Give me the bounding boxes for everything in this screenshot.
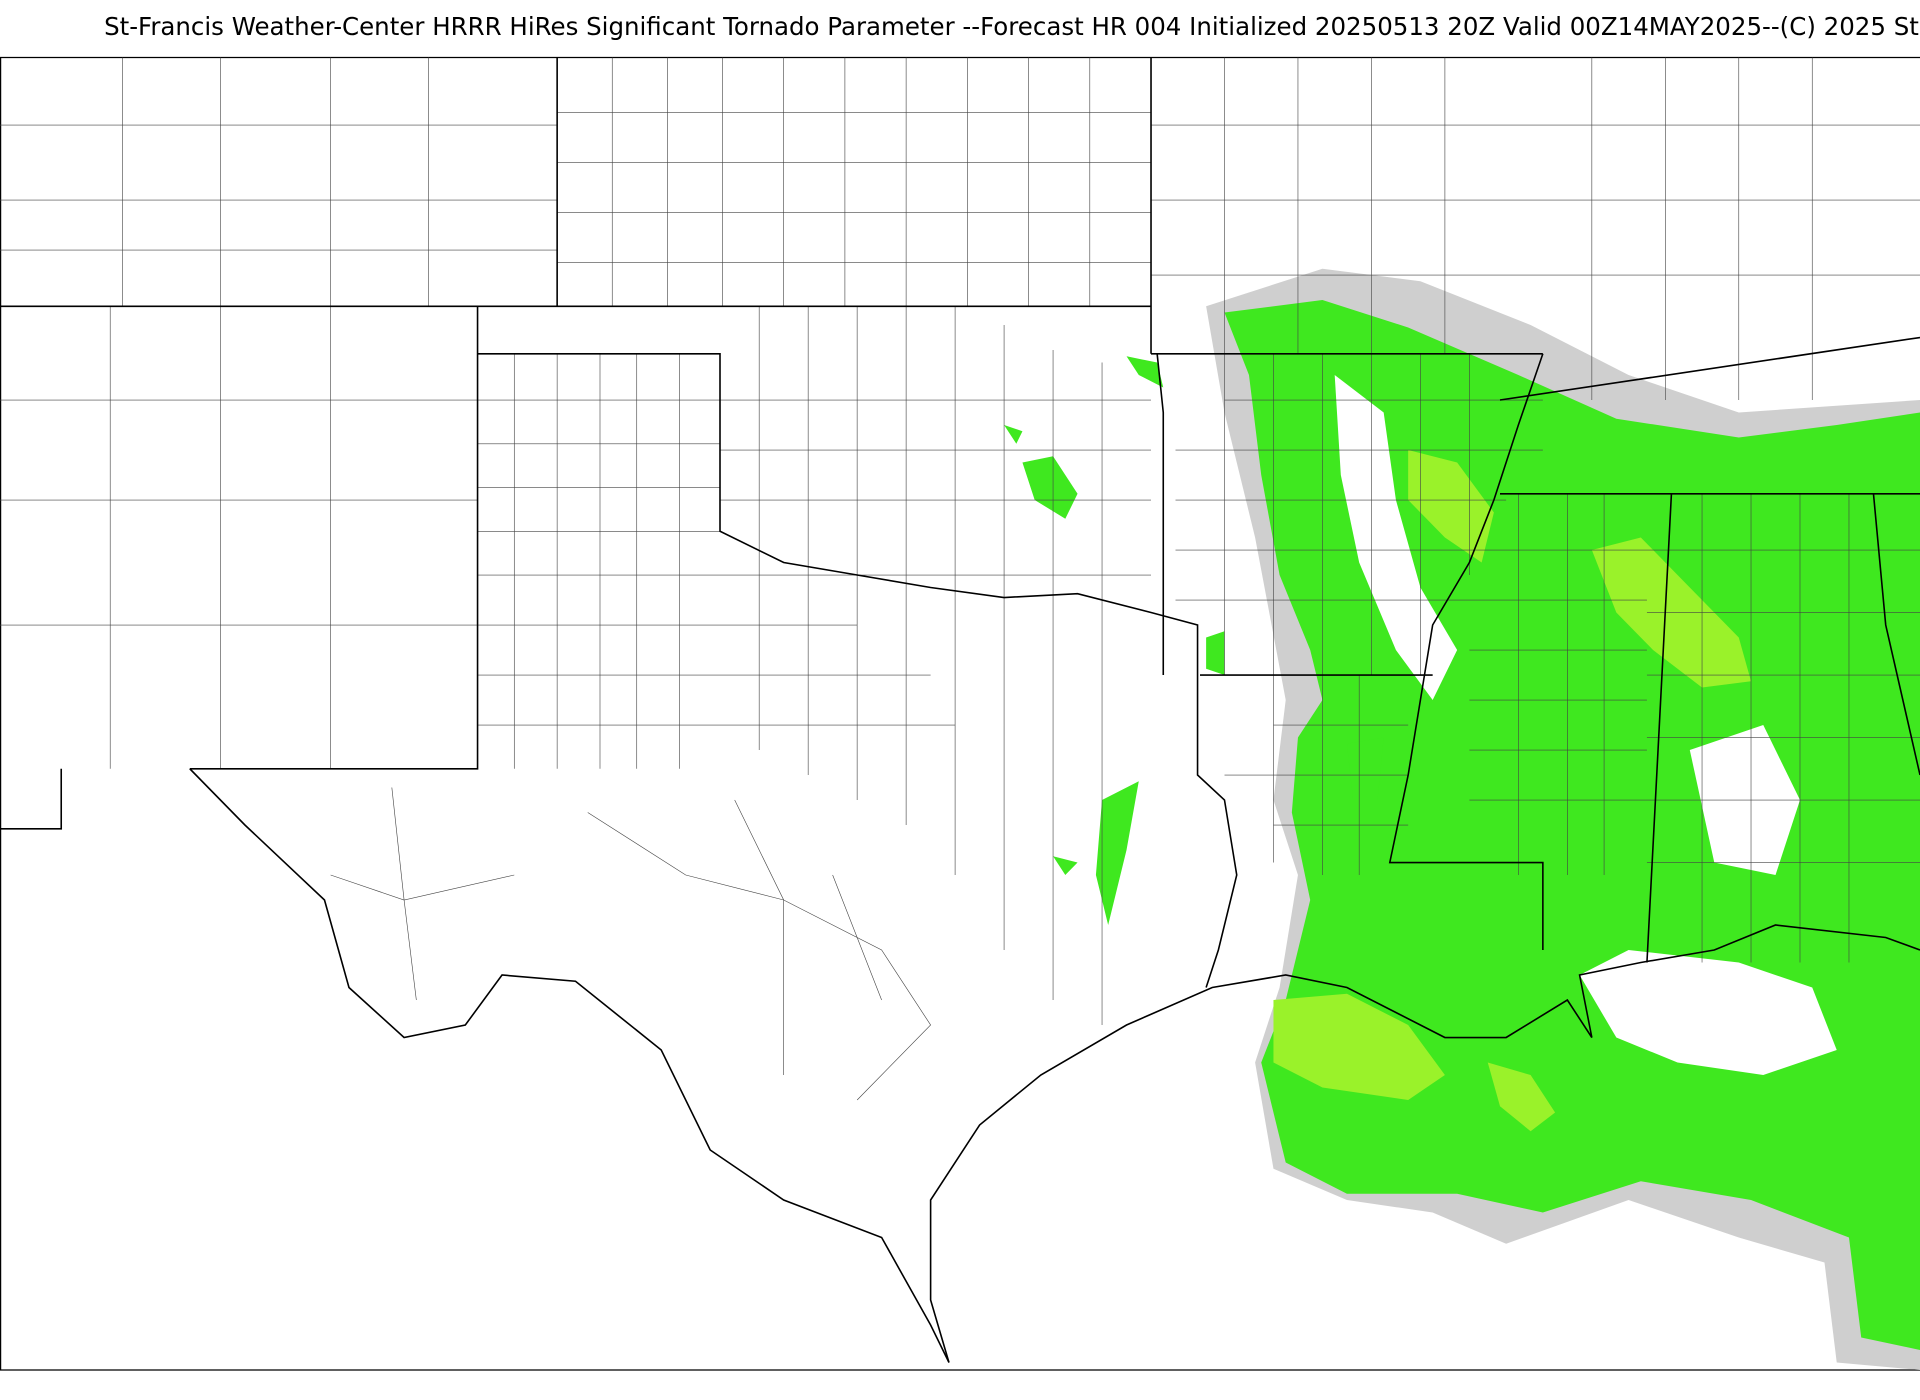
state-borders [0,57,1920,1363]
gap [1334,375,1458,700]
map-title: St-Francis Weather-Center HRRR HiRes Sig… [104,12,1920,41]
forecast-shading [1004,268,1920,1370]
lime-contour [1487,1062,1556,1132]
lime-contour [1273,993,1445,1100]
gap [1579,950,1837,1075]
lime-contour [1408,450,1494,563]
